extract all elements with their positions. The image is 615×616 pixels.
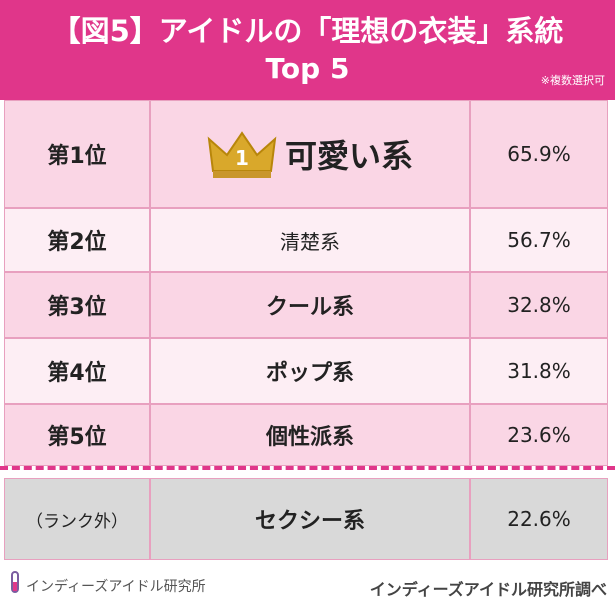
crown: 1 <box>207 131 277 178</box>
item: 1 可愛い系 <box>150 100 470 208</box>
percent: 32.8% <box>470 272 608 338</box>
title: 【図5】アイドルの「理想の衣装」系統 <box>51 14 564 48</box>
source: インディーズアイドル研究所調べ <box>369 580 607 599</box>
percent: 23.6% <box>470 404 608 466</box>
rank: 第3位 <box>4 272 150 338</box>
item-label: セクシー系 <box>254 509 365 534</box>
rank: 第5位 <box>4 404 150 466</box>
percent: 56.7% <box>470 208 608 272</box>
table-row: （ランク外） セクシー系 22.6% <box>4 478 608 560</box>
item-label: 個性派系 <box>265 425 354 450</box>
table-row: 第3位 クール系 32.8% <box>4 272 608 338</box>
rank: （ランク外） <box>4 478 150 560</box>
table-row: 第2位 清楚系 56.7% <box>4 208 608 272</box>
header: 【図5】アイドルの「理想の衣装」系統 Top 5 ※複数選択可 <box>0 0 615 100</box>
subtitle: Top 5 <box>265 52 350 85</box>
item: ポップ系 <box>150 338 470 404</box>
logo-text: インディーズアイドル研究所 <box>26 579 206 595</box>
item: クール系 <box>150 272 470 338</box>
item: 個性派系 <box>150 404 470 466</box>
item-label: 可愛い系 <box>284 137 413 175</box>
item-label: 清楚系 <box>280 229 340 254</box>
rank: 第4位 <box>4 338 150 404</box>
rank: 第2位 <box>4 208 150 272</box>
table-row: 第5位 個性派系 23.6% <box>4 404 608 466</box>
percent: 65.9% <box>470 100 608 208</box>
item: セクシー系 <box>150 478 470 560</box>
table-row: 第4位 ポップ系 31.8% <box>4 338 608 404</box>
item-label: ポップ系 <box>265 361 354 386</box>
percent: 22.6% <box>470 478 608 560</box>
rank: 第1位 <box>4 100 150 208</box>
item: 清楚系 <box>150 208 470 272</box>
divider <box>0 466 615 470</box>
note: ※複数選択可 <box>540 74 605 87</box>
table-row: 第1位 1 可愛い系 65.9% <box>4 100 608 208</box>
item-label: クール系 <box>265 295 354 320</box>
crown-label: 1 <box>235 146 249 170</box>
logo-icon <box>11 571 19 593</box>
percent: 31.8% <box>470 338 608 404</box>
